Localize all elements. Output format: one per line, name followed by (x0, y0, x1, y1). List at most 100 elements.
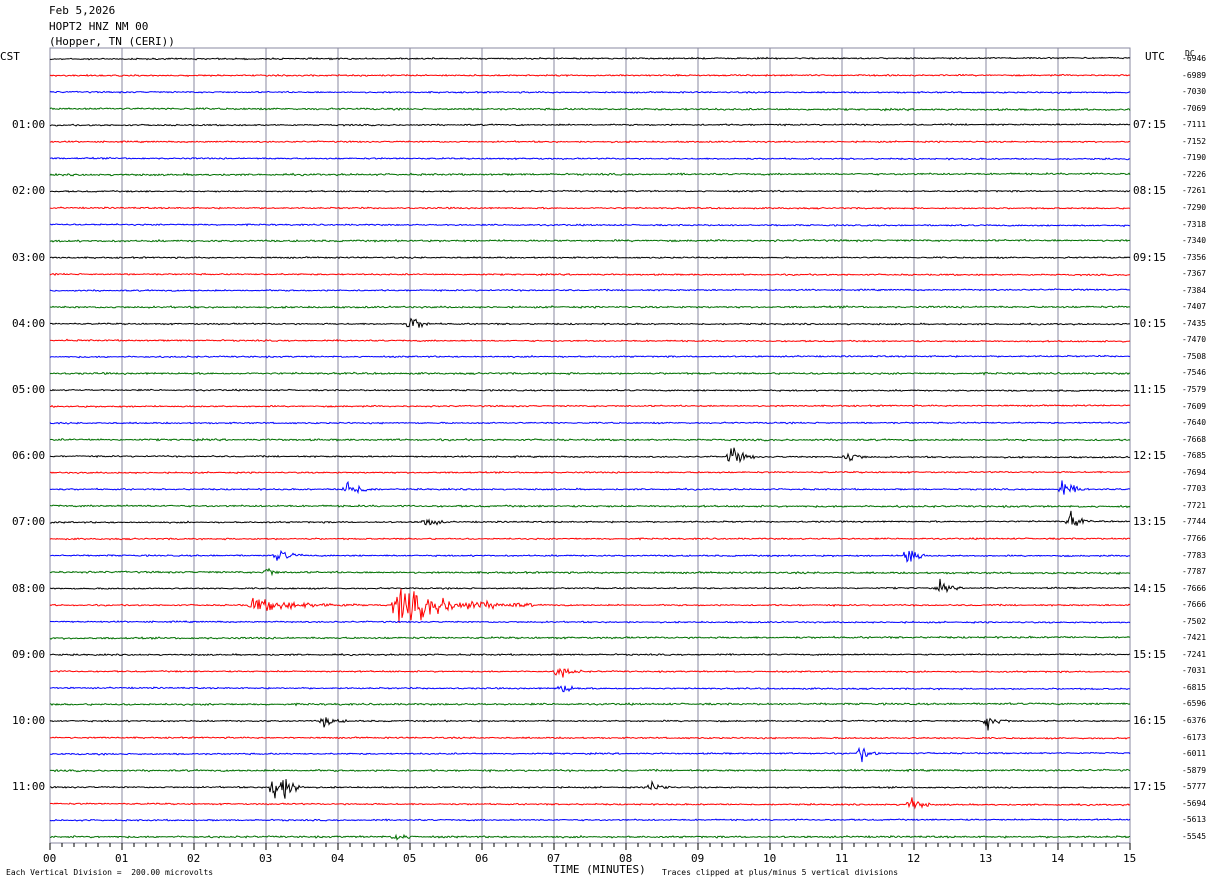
utc-hour-label: 08:15 (1133, 184, 1167, 198)
dc-offset-label: -5777 (1182, 782, 1207, 792)
trace-line (49, 256, 1131, 260)
dc-offset-label: -7579 (1182, 385, 1207, 394)
x-tick-label: 12 (907, 852, 921, 865)
trace-line (49, 480, 1131, 495)
dc-offset-label: -6376 (1182, 716, 1207, 725)
trace-line (49, 470, 1131, 475)
trace-line (49, 635, 1131, 640)
dc-offset-label: -7030 (1182, 87, 1207, 97)
trace-line (49, 140, 1131, 144)
cst-hour-label: 11:00 (12, 780, 46, 794)
cst-hour-label: 08:00 (12, 581, 46, 595)
dc-offset-label: -5694 (1182, 798, 1207, 808)
dc-offset-label: -5879 (1182, 765, 1207, 775)
dc-offset-label: -7407 (1182, 302, 1207, 312)
utc-hour-label: 09:15 (1133, 250, 1167, 264)
trace-line (49, 272, 1130, 277)
utc-hour-label: 17:15 (1133, 780, 1167, 794)
trace-line (49, 404, 1131, 409)
trace-line (49, 768, 1131, 773)
dc-offset-label: -7721 (1182, 500, 1207, 510)
x-tick-label: 01 (115, 852, 129, 865)
dc-offset-label: -7668 (1182, 434, 1207, 444)
cst-hour-label: 04:00 (12, 316, 46, 330)
dc-offset-label: -7744 (1182, 517, 1207, 527)
dc-offset-label: -7340 (1182, 236, 1207, 246)
dc-offset-label: -7241 (1182, 649, 1207, 659)
utc-hour-label: 14:15 (1133, 581, 1167, 595)
utc-hour-label: 13:15 (1133, 515, 1167, 529)
trace-line (49, 288, 1131, 293)
trace-line (49, 223, 1131, 228)
x-tick-label: 03 (259, 852, 273, 865)
scale-note: Each Vertical Division = 200.00 microvol… (6, 868, 214, 877)
utc-hour-label: 07:15 (1133, 118, 1167, 132)
trace-line (50, 667, 1131, 678)
x-tick-label: 06 (475, 852, 489, 865)
cst-hour-label: 06:00 (12, 449, 46, 463)
utc-hour-label: 15:15 (1133, 647, 1167, 661)
x-tick-label: 02 (187, 852, 201, 865)
x-tick-label: 11 (835, 852, 849, 865)
trace-line (49, 122, 1131, 127)
trace-line (49, 567, 1131, 577)
header-station: HOPT2 HNZ NM 00 (49, 20, 149, 33)
x-tick-label: 08 (619, 852, 633, 865)
dc-offset-label: -7694 (1182, 467, 1207, 477)
left-timezone-label: CST (0, 50, 20, 63)
dc-offset-label: -7152 (1182, 136, 1207, 146)
trace-line (49, 338, 1131, 343)
x-tick-label: 13 (979, 852, 993, 865)
dc-offset-label: -7685 (1182, 451, 1207, 461)
dc-offset-label: -7666 (1182, 583, 1207, 593)
trace-line (49, 717, 1131, 731)
trace-line (49, 684, 1131, 693)
cst-hour-label: 03:00 (12, 250, 46, 264)
plot-frame (49, 47, 1131, 844)
cst-hour-label: 07:00 (12, 515, 46, 529)
trace-line (49, 56, 1131, 61)
x-tick-label: 09 (691, 852, 705, 865)
trace-line (49, 549, 1131, 563)
trace-line (49, 702, 1131, 707)
cst-hour-label: 09:00 (12, 647, 46, 661)
dc-header: DC (1185, 49, 1195, 58)
trace-line (49, 578, 1131, 594)
dc-offset-label: -7226 (1182, 169, 1207, 179)
dc-offset-label: -6173 (1182, 732, 1207, 742)
trace-line (49, 797, 1131, 810)
dc-offset-label: -6815 (1182, 682, 1207, 692)
dc-offset-label: -7318 (1182, 219, 1207, 229)
header-date: Feb 5,2026 (49, 4, 116, 17)
x-tick-label: 10 (763, 852, 777, 865)
utc-hour-label: 10:15 (1133, 316, 1167, 330)
dc-offset-label: -7290 (1182, 202, 1207, 212)
trace-line (49, 238, 1131, 243)
trace-line (49, 736, 1131, 740)
trace-line (49, 437, 1131, 442)
clip-note: Traces clipped at plus/minus 5 vertical … (662, 868, 899, 877)
trace-line (49, 652, 1131, 657)
right-timezone-label: UTC (1145, 50, 1165, 63)
utc-hour-label: 11:15 (1133, 383, 1167, 396)
dc-offset-label: -7356 (1182, 252, 1207, 262)
x-tick-label: 04 (331, 852, 345, 865)
dc-offset-label: -6011 (1182, 749, 1207, 759)
dc-offset-label: -5545 (1182, 831, 1207, 841)
dc-offset-label: -7470 (1182, 335, 1207, 345)
x-tick-label: 00 (43, 852, 57, 865)
dc-offset-label: -7190 (1182, 153, 1207, 163)
x-tick-label: 15 (1123, 852, 1137, 865)
dc-offset-label: -7640 (1182, 418, 1207, 428)
trace-line (49, 818, 1131, 822)
trace-line (49, 537, 1131, 541)
trace-line (49, 156, 1131, 161)
dc-offset-label: -7787 (1182, 567, 1207, 577)
trace-line (49, 107, 1131, 112)
trace-line (49, 588, 1131, 623)
dc-offset-label: -7069 (1182, 103, 1207, 113)
x-tick-label: 07 (547, 852, 561, 865)
trace-line (49, 90, 1131, 94)
trace-line (49, 620, 1131, 624)
